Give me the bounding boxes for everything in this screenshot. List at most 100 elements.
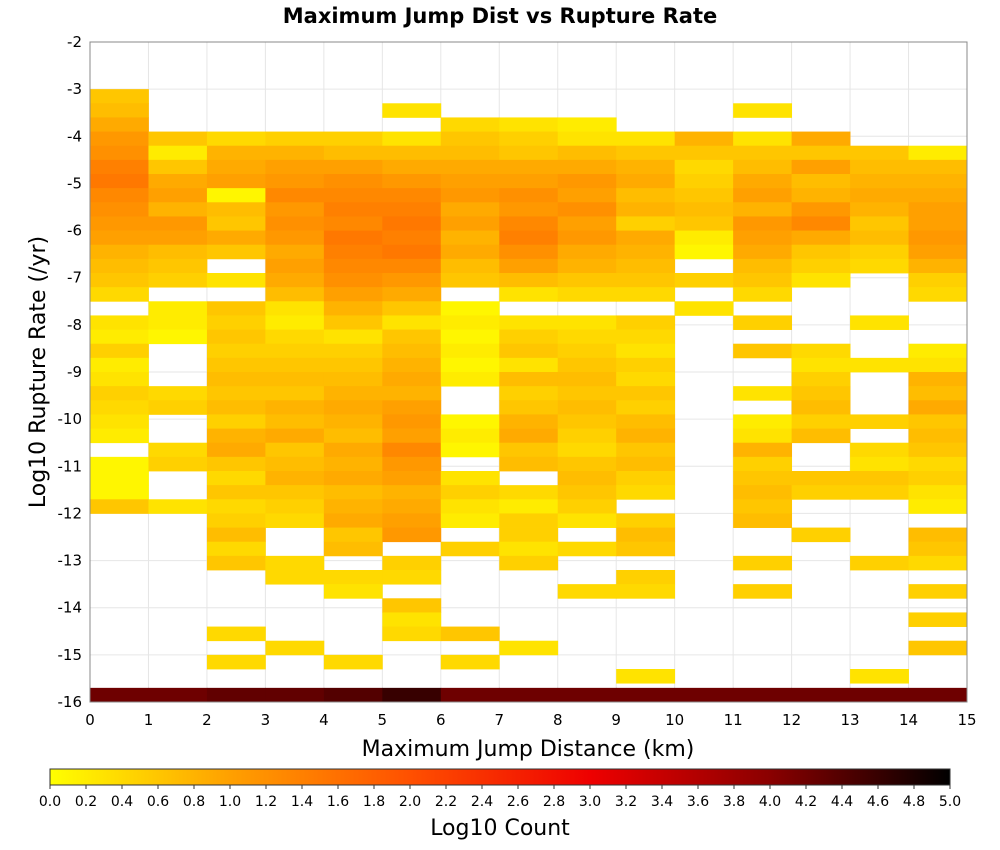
- heatmap-cell: [382, 202, 442, 217]
- heatmap-cell: [557, 428, 617, 444]
- heatmap-cell: [733, 485, 792, 500]
- heatmap-cell: [265, 357, 325, 373]
- heatmap-cell: [148, 315, 208, 330]
- heatmap-cell: [908, 216, 968, 231]
- heatmap-cell: [499, 499, 559, 514]
- heatmap-cell: [908, 357, 968, 373]
- heatmap-cell: [206, 301, 266, 316]
- heatmap-cell: [791, 159, 851, 175]
- heatmap-cell: [499, 343, 559, 359]
- heatmap-cell: [557, 414, 617, 429]
- heatmap-cell: [323, 258, 383, 274]
- heatmap-cell: [616, 159, 676, 175]
- heatmap-cell: [382, 188, 442, 203]
- heatmap-cell: [382, 428, 442, 444]
- heatmap-cell: [382, 386, 442, 401]
- heatmap-cell: [440, 188, 500, 203]
- heatmap-cell: [382, 485, 442, 500]
- heatmap-cell: [206, 145, 266, 161]
- heatmap-cell: [557, 471, 617, 486]
- heatmap-cell: [206, 414, 266, 429]
- heatmap-cell: [440, 273, 500, 288]
- heatmap-cell: [733, 131, 792, 147]
- heatmap-cell: [323, 471, 383, 486]
- heatmap-cell: [382, 315, 442, 330]
- heatmap-cell: [733, 584, 792, 599]
- heatmap-cell: [616, 386, 676, 401]
- heatmap-cell: [791, 372, 851, 387]
- heatmap-cell: [791, 527, 851, 543]
- colorbar-tick-label: 3.0: [579, 794, 601, 810]
- heatmap-cell: [733, 442, 792, 458]
- heatmap-cell: [265, 499, 325, 514]
- heatmap-cell: [148, 244, 208, 260]
- heatmap-cell: [616, 258, 676, 274]
- heatmap-cell: [323, 301, 383, 316]
- heatmap-cell: [674, 301, 734, 316]
- heatmap-cell: [265, 287, 325, 302]
- heatmap-cell: [265, 273, 325, 288]
- heatmap-cell: [382, 273, 442, 288]
- x-axis-title: Maximum Jump Distance (km): [362, 737, 695, 762]
- colorbar-tick-label: 2.8: [543, 794, 565, 810]
- colorbar-tick-label: 1.0: [219, 794, 241, 810]
- heatmap-cell: [440, 513, 500, 528]
- heatmap-cell: [265, 414, 325, 429]
- heatmap-cell: [382, 301, 442, 316]
- heatmap-cell: [206, 527, 266, 543]
- heatmap-cell: [557, 386, 617, 401]
- heatmap-cell: [908, 400, 968, 415]
- heatmap-cell: [90, 357, 149, 373]
- heatmap-cell: [206, 159, 266, 175]
- heatmap-cell: [148, 442, 208, 458]
- heatmap-cell: [382, 499, 442, 514]
- heatmap-cell: [557, 584, 617, 599]
- heatmap-cell: [206, 499, 266, 514]
- heatmap-cell: [323, 485, 383, 500]
- colorbar-tick-label: 4.2: [795, 794, 817, 810]
- heatmap-cell: [265, 442, 325, 458]
- heatmap-cell: [440, 202, 500, 217]
- heatmap-cell: [323, 386, 383, 401]
- heatmap-cell: [148, 174, 208, 189]
- heatmap-cell: [616, 584, 676, 599]
- heatmap-cell: [440, 442, 500, 458]
- heatmap-cell: [908, 485, 968, 500]
- heatmap-cell: [499, 428, 559, 444]
- x-tick-label: 1: [144, 711, 154, 729]
- heatmap-cell: [850, 357, 909, 373]
- heatmap-cell: [440, 145, 500, 161]
- heatmap-cell: [90, 499, 149, 514]
- heatmap-cell: [557, 541, 617, 557]
- heatmap-cell: [908, 188, 968, 203]
- heatmap-cell: [499, 117, 559, 132]
- heatmap-cell: [90, 159, 149, 175]
- heatmap-cell: [440, 654, 500, 670]
- heatmap-cell: [791, 145, 851, 161]
- heatmap-cell: [382, 131, 442, 147]
- colorbar-tick-label: 2.0: [399, 794, 421, 810]
- heatmap-cell: [440, 315, 500, 330]
- heatmap-cell: [206, 428, 266, 444]
- colorbar-title: Log10 Count: [430, 816, 570, 841]
- heatmap-cell: [148, 188, 208, 203]
- colorbar-tick-label: 3.2: [615, 794, 637, 810]
- heatmap-cell: [733, 414, 792, 429]
- heatmap-cell: [850, 414, 909, 429]
- colorbar-tick-label: 5.0: [939, 794, 961, 810]
- heatmap-cell: [557, 174, 617, 189]
- y-tick-labels: -2 -3 -4 -5 -6 -7 -8 -9 -10 -11 -12 -13 -14 -15 -16: [58, 33, 83, 711]
- heatmap-cell: [323, 315, 383, 330]
- heatmap-cell: [90, 471, 149, 486]
- heatmap-cell: [148, 456, 208, 472]
- heatmap-cell: [148, 499, 208, 514]
- heatmap-cell: [206, 386, 266, 401]
- heatmap-cell: [908, 343, 968, 359]
- heatmap-cell: [674, 216, 734, 231]
- heatmap-cell: [382, 357, 442, 373]
- heatmap-cell: [499, 372, 559, 387]
- heatmap-cell: [499, 687, 559, 702]
- heatmap-cell: [499, 230, 559, 246]
- heatmap-cell: [499, 527, 559, 543]
- y-tick-label: -8: [67, 316, 82, 334]
